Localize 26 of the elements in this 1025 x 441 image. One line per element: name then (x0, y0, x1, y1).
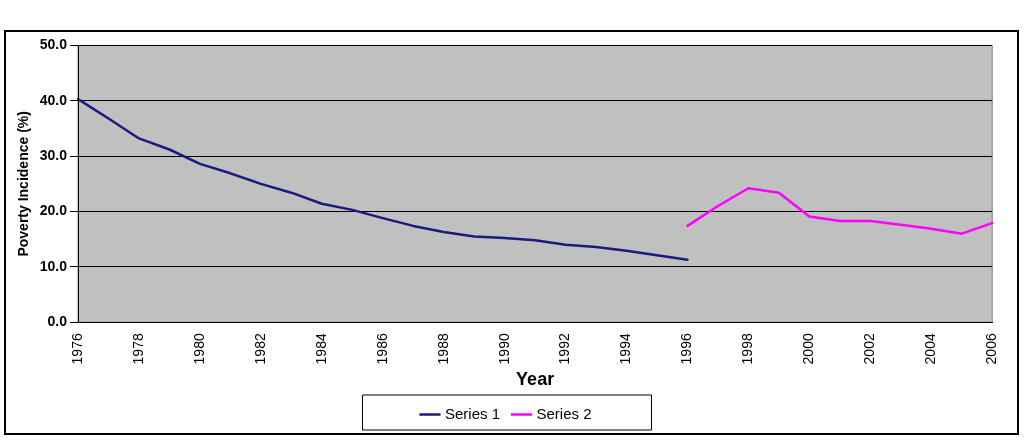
y-axis-title: Poverty Incidence (%) (15, 111, 32, 257)
x-tick-label: 1992 (556, 333, 573, 365)
x-tick-label: 2006 (983, 333, 1000, 365)
y-tick-label: 0.0 (47, 313, 68, 330)
x-tick-label: 1976 (68, 333, 85, 365)
x-tick-label: 1978 (129, 333, 146, 365)
y-tick-label: 20.0 (39, 202, 68, 219)
x-tick-label: 1990 (495, 333, 512, 365)
x-tick-label: 1994 (617, 333, 634, 365)
x-tick-label: 1998 (739, 333, 756, 365)
x-tick-label: 1986 (373, 333, 390, 365)
legend-label: Series 2 (536, 404, 592, 422)
x-tick-label: 1984 (312, 333, 329, 365)
x-tick-label: 2002 (861, 333, 878, 365)
y-tick-label: 10.0 (39, 257, 68, 274)
y-tick-label: 40.0 (39, 91, 68, 108)
x-tick-label: 2004 (922, 333, 939, 365)
x-tick-label: 1980 (190, 333, 207, 365)
x-tick-label: 1988 (434, 333, 451, 365)
y-tick-label: 50.0 (39, 36, 68, 53)
x-tick-label: 1996 (678, 333, 695, 365)
x-tick-label: 1982 (251, 333, 268, 365)
legend-label: Series 1 (444, 404, 500, 422)
x-axis-title: Year (516, 369, 555, 390)
x-tick-label: 2000 (800, 333, 817, 365)
y-tick-label: 30.0 (39, 147, 68, 163)
